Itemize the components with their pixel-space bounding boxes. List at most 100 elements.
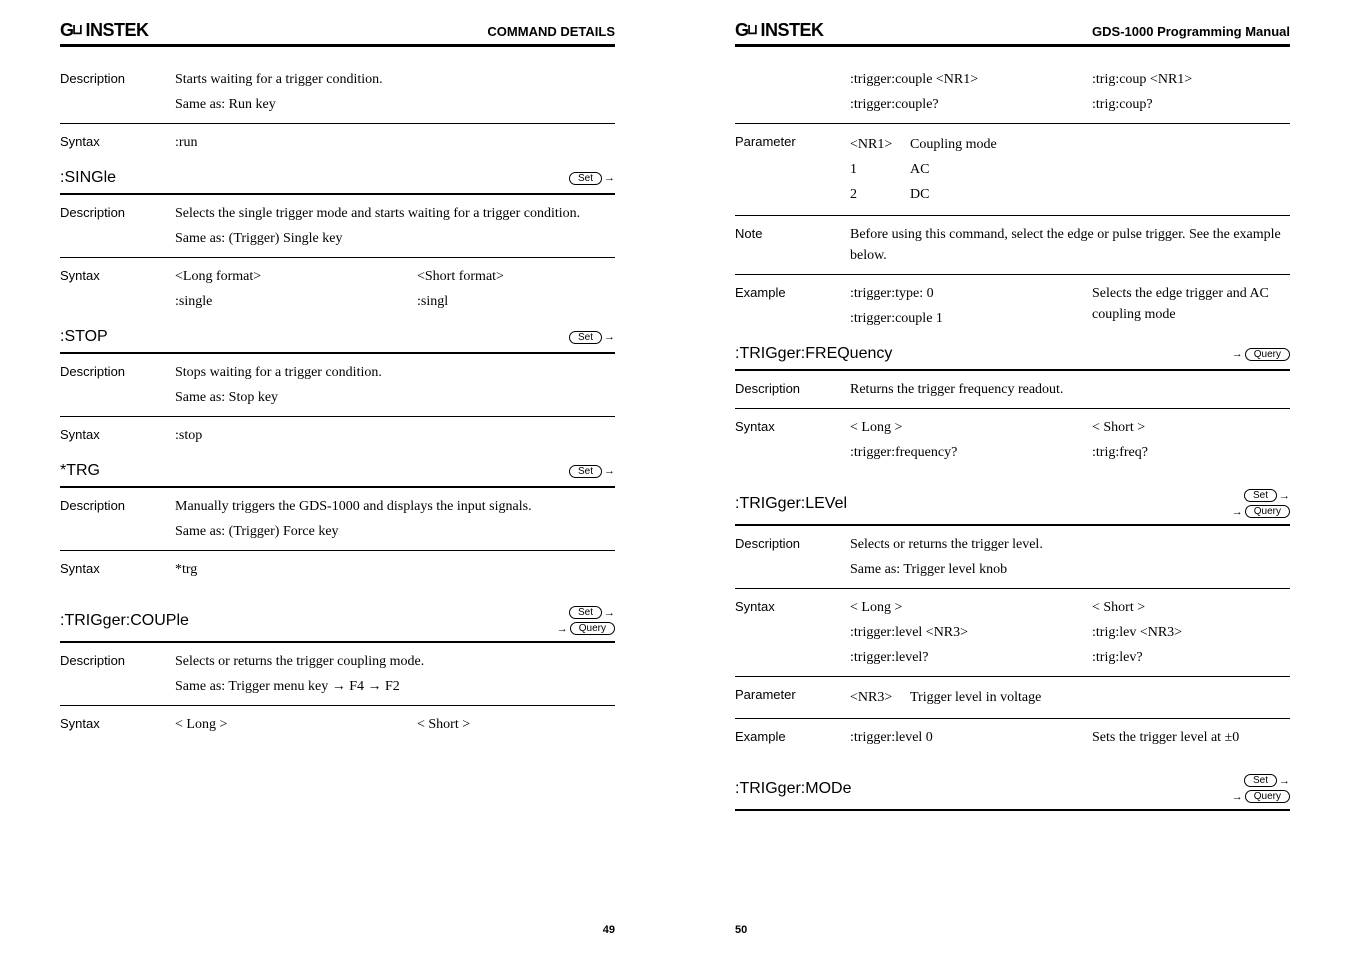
label-syntax: Syntax — [60, 132, 175, 153]
command-name: *TRG — [60, 462, 100, 480]
short-cmd: :trig:lev? — [1092, 647, 1290, 668]
badges: →Query — [1232, 348, 1290, 361]
desc-text: Selects the single trigger mode and star… — [175, 203, 615, 224]
arrow-icon: → — [1232, 791, 1243, 803]
divider — [735, 274, 1290, 275]
two-col: < Long >< Short > — [850, 417, 1290, 438]
desc-content: Selects or returns the trigger coupling … — [175, 651, 615, 697]
badges: Set→ →Query — [1232, 489, 1290, 518]
desc-text: Same as: Stop key — [175, 387, 615, 408]
brand-logo: G⊔ INSTEK — [60, 20, 148, 41]
header-title: GDS-1000 Programming Manual — [1092, 24, 1290, 39]
example-cmd: :trigger:couple 1 — [850, 308, 1092, 329]
example-desc: Selects the edge trigger and AC coupling… — [1092, 283, 1290, 329]
syntax-content: < Long > < Short > — [175, 714, 615, 735]
two-col: :trigger:level <NR3>:trig:lev <NR3> — [850, 622, 1290, 643]
badges: Set→ →Query — [557, 606, 615, 635]
divider — [735, 123, 1290, 124]
short-cmd: :trig:coup? — [1092, 94, 1290, 115]
label-description: Description — [60, 496, 175, 542]
desc-content: Selects the single trigger mode and star… — [175, 203, 615, 249]
two-col: :single:singl — [175, 291, 615, 312]
long-cmd: :trigger:couple? — [850, 94, 1092, 115]
divider — [60, 550, 615, 551]
row-example: Example :trigger:level 0 Sets the trigge… — [735, 721, 1290, 754]
syntax-text: *trg — [175, 559, 615, 580]
label-note: Note — [735, 224, 850, 266]
param-val: Coupling mode — [910, 134, 1290, 155]
badge-label: Query — [1245, 790, 1290, 803]
desc-content: Stops waiting for a trigger condition. S… — [175, 362, 615, 408]
command-heading: :STOP Set→ — [60, 318, 615, 350]
command-name: :SINGle — [60, 169, 116, 187]
long-format: <Long format> — [175, 266, 417, 287]
row-description: Description Returns the trigger frequenc… — [735, 373, 1290, 406]
row-syntax: Syntax < Long > < Short > — [60, 708, 615, 741]
badges: Set→ — [569, 331, 615, 344]
command-heading: :TRIGger:LEVel Set→ →Query — [735, 479, 1290, 522]
divider — [60, 705, 615, 706]
divider — [735, 718, 1290, 719]
command-name: :TRIGger:FREQuency — [735, 345, 892, 363]
desc-text: Same as: Trigger level knob — [850, 559, 1290, 580]
row-parameter: Parameter <NR1>Coupling mode 1AC 2DC — [735, 126, 1290, 213]
divider — [60, 486, 615, 488]
arrow-icon: → — [604, 465, 615, 477]
badges: Set→ — [569, 172, 615, 185]
label-example: Example — [735, 727, 850, 748]
label-description: Description — [60, 362, 175, 408]
desc-text: Same as: (Trigger) Single key — [175, 228, 615, 249]
command-name: :TRIGger:COUPle — [60, 612, 189, 630]
desc-text: Selects or returns the trigger coupling … — [175, 651, 615, 672]
arrow-icon: → — [1232, 348, 1243, 360]
two-col: :trigger:frequency?:trig:freq? — [850, 442, 1290, 463]
page-header: G⊔ INSTEK GDS-1000 Programming Manual — [735, 20, 1290, 47]
long-cmd: :trigger:couple <NR1> — [850, 69, 1092, 90]
command-heading: *TRG Set→ — [60, 452, 615, 484]
short-format: < Short > — [1092, 597, 1290, 618]
label-syntax: Syntax — [60, 559, 175, 580]
command-heading: :TRIGger:COUPle Set→ →Query — [60, 596, 615, 639]
param-key: <NR1> — [850, 134, 910, 155]
row-syntax: Syntax <Long format><Short format> :sing… — [60, 260, 615, 318]
row-note: Note Before using this command, select t… — [735, 218, 1290, 272]
syntax-content: < Long >< Short > :trigger:level <NR3>:t… — [850, 597, 1290, 668]
long-format: < Long > — [175, 714, 417, 735]
param-table: <NR1>Coupling mode 1AC 2DC — [850, 132, 1290, 207]
row-syntax: Syntax < Long >< Short > :trigger:freque… — [735, 411, 1290, 469]
arrow-icon: → — [604, 172, 615, 184]
desc-content: Manually triggers the GDS-1000 and displ… — [175, 496, 615, 542]
badge-label: Query — [1245, 505, 1290, 518]
divider — [735, 809, 1290, 811]
badge-set: Set→ — [569, 465, 615, 478]
example-cmd: :trigger:type: 0 — [850, 283, 1092, 304]
command-name: :STOP — [60, 328, 108, 346]
syntax-content: < Long >< Short > :trigger:frequency?:tr… — [850, 417, 1290, 463]
long-format: < Long > — [850, 597, 1092, 618]
divider — [60, 352, 615, 354]
two-col: :trigger:couple?:trig:coup? — [850, 94, 1290, 115]
content: :trigger:couple <NR1>:trig:coup <NR1> :t… — [850, 69, 1290, 115]
row-parameter: Parameter <NR3>Trigger level in voltage — [735, 679, 1290, 716]
short-format: < Short > — [1092, 417, 1290, 438]
label-syntax: Syntax — [735, 417, 850, 463]
page-number: 49 — [603, 924, 615, 936]
example-cmds: :trigger:type: 0 :trigger:couple 1 — [850, 283, 1092, 329]
divider — [60, 123, 615, 124]
arrow-icon: → — [557, 623, 568, 635]
short-value: :singl — [417, 291, 615, 312]
arrow-icon: → — [1279, 775, 1290, 787]
syntax-text: :run — [175, 132, 615, 153]
short-value: :trig:freq? — [1092, 442, 1290, 463]
label-syntax: Syntax — [735, 597, 850, 668]
label-description: Description — [735, 534, 850, 580]
label-description: Description — [60, 651, 175, 697]
badge-set: Set→ — [1244, 774, 1290, 787]
divider — [735, 369, 1290, 371]
row-syntax: Syntax *trg — [60, 553, 615, 586]
arrow-icon: → — [604, 331, 615, 343]
badge-set: Set→ — [1244, 489, 1290, 502]
row-example: Example :trigger:type: 0 :trigger:couple… — [735, 277, 1290, 335]
example-cmd: :trigger:level 0 — [850, 727, 1092, 748]
param-val: DC — [910, 184, 1290, 205]
